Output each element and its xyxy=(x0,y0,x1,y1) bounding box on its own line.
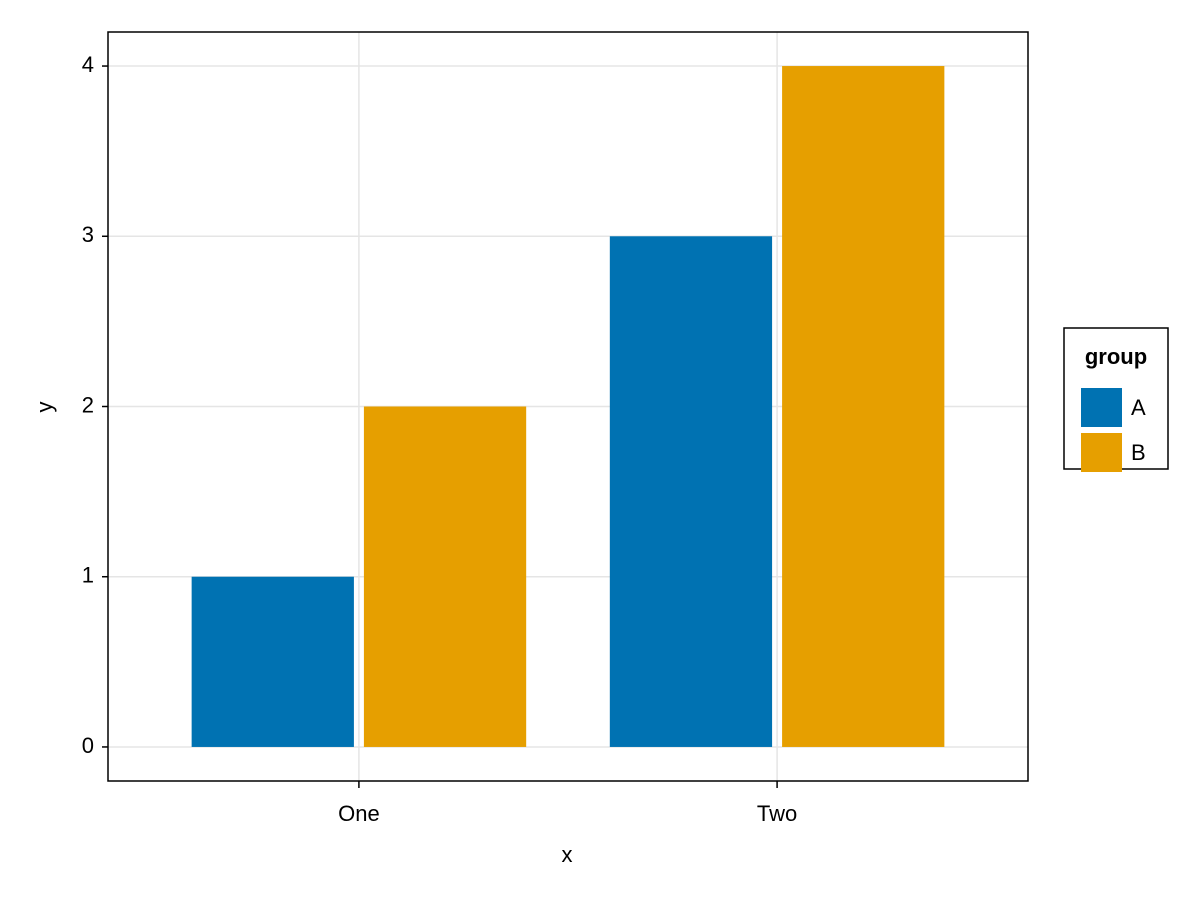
x-tick-label: One xyxy=(338,801,380,826)
plot-frame xyxy=(107,31,1029,782)
y-tick-label: 4 xyxy=(82,52,94,77)
legend-title: group xyxy=(1085,344,1147,369)
legend-label: A xyxy=(1131,395,1146,420)
y-tick-label: 2 xyxy=(82,392,94,417)
y-tick-label: 1 xyxy=(82,563,94,588)
bar xyxy=(609,236,773,747)
legend-label: B xyxy=(1131,440,1146,465)
y-tick-label: 3 xyxy=(82,222,94,247)
x-axis-label: x xyxy=(562,842,573,867)
y-tick-label: 0 xyxy=(82,733,94,758)
bar xyxy=(363,406,527,747)
legend-swatch xyxy=(1081,433,1122,472)
legend-swatch xyxy=(1081,388,1122,427)
bar xyxy=(782,66,945,747)
bar xyxy=(191,576,354,747)
x-tick-label: Two xyxy=(757,801,797,826)
y-axis-label: y xyxy=(32,402,57,413)
